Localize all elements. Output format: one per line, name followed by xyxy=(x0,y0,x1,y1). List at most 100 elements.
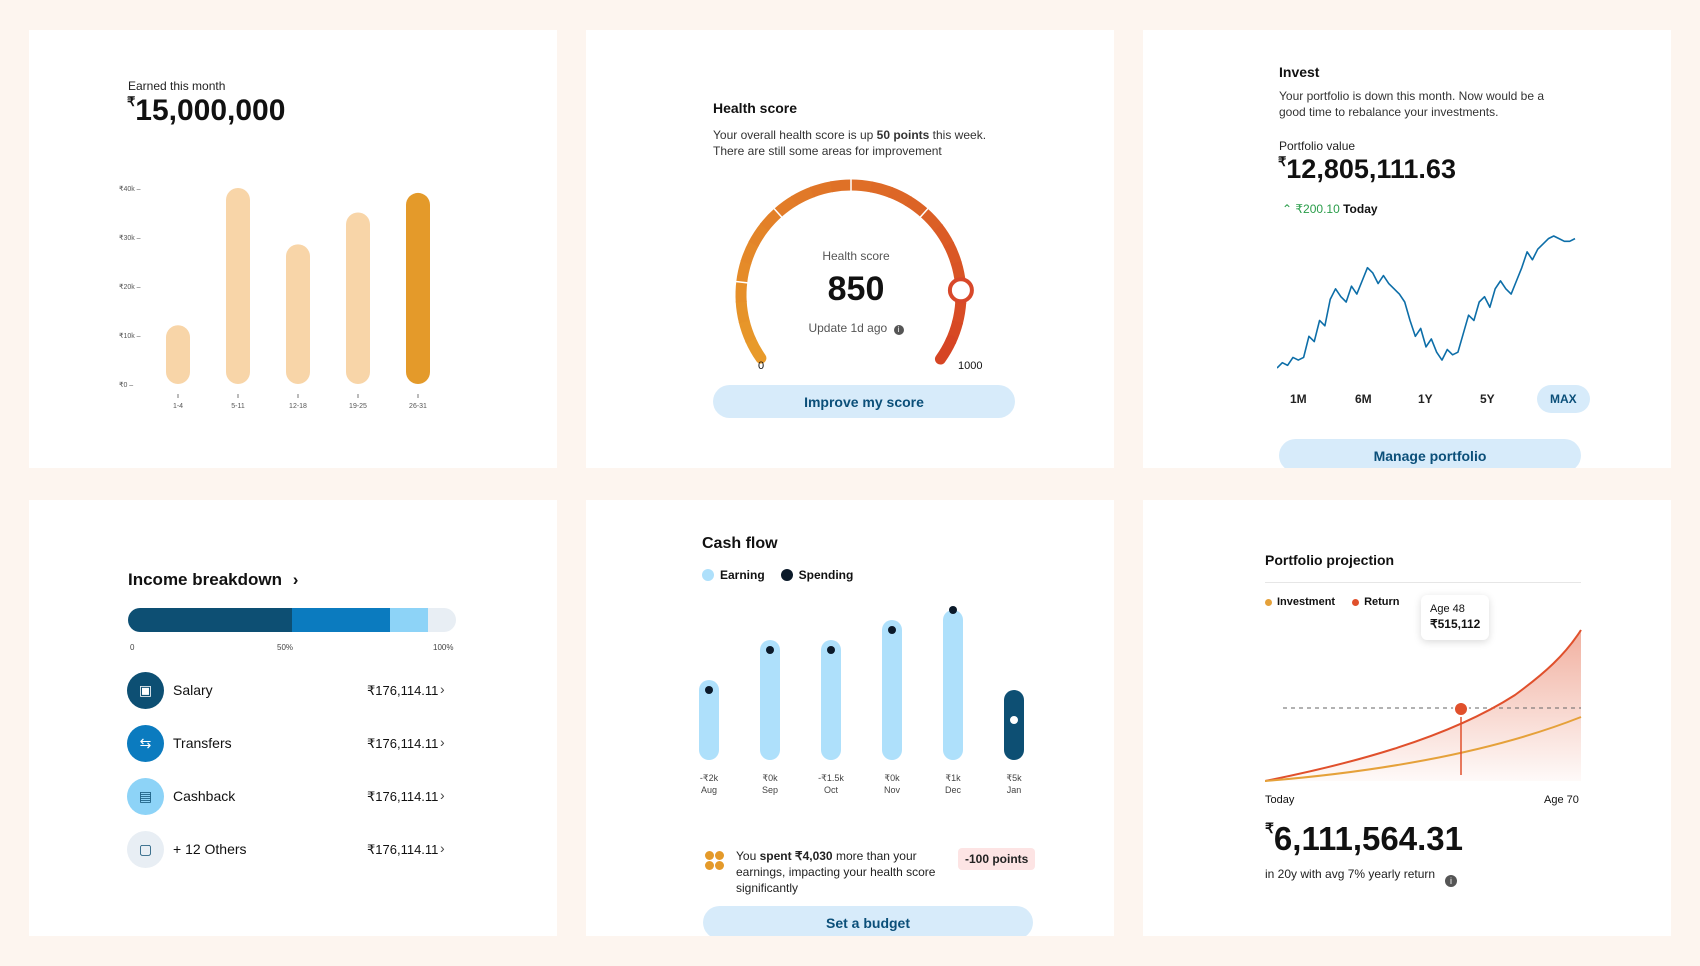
earnings-bar xyxy=(286,244,310,384)
portfolio-value-label: Portfolio value xyxy=(1279,139,1356,153)
return-legend-dot xyxy=(1352,598,1360,606)
scale-100: 100% xyxy=(433,643,454,652)
earned-label: Earned this month xyxy=(128,79,226,93)
change-period: Today xyxy=(1343,202,1378,216)
projection-caption: in 20y with avg 7% yearly return xyxy=(1265,867,1436,881)
health-desc-points: 50 points xyxy=(876,128,930,142)
info-icon[interactable]: i xyxy=(1445,875,1457,887)
bar-month-label: Aug xyxy=(701,785,717,795)
health-score-value: 850 xyxy=(827,270,885,308)
cash-flow-card: Cash flow Earning Spending -₹2k Aug ₹0k Sep… xyxy=(586,500,1114,936)
earned-amount: ₹15,000,000 xyxy=(127,94,285,128)
bar-month-label: Oct xyxy=(824,785,839,795)
portfolio-line xyxy=(1277,235,1576,369)
range-tab-1y[interactable]: 1Y xyxy=(1418,392,1433,406)
gauge-arc-segment xyxy=(735,300,750,324)
earnings-bar xyxy=(406,192,430,384)
cashflow-title: Cash flow xyxy=(702,535,778,552)
gauge-arc-segment xyxy=(748,223,770,247)
gauge-arc-segment xyxy=(744,334,767,364)
y-tick-label: ₹40k – xyxy=(119,185,141,193)
chevron-right-icon: › xyxy=(292,570,299,589)
bar-month-label: Jan xyxy=(1007,785,1022,795)
income-row-amount: ₹176,114.11 xyxy=(367,789,439,804)
up-caret-icon: ⌃ xyxy=(1282,202,1293,216)
earnings-bar xyxy=(166,325,190,384)
range-tab-5y[interactable]: 5Y xyxy=(1480,392,1495,406)
earnings-card: Earned this month ₹15,000,000 ₹40k – ₹30k… xyxy=(29,30,557,468)
range-tab-6m[interactable]: 6M xyxy=(1355,392,1372,406)
projection-legend: Investment Return xyxy=(1265,596,1400,608)
set-budget-button[interactable]: Set a budget xyxy=(703,906,1033,936)
gauge-knob xyxy=(947,277,974,304)
chevron-right-icon: › xyxy=(440,734,445,750)
health-desc-text-end: this week. There are still some areas fo… xyxy=(713,128,987,158)
scale-0: 0 xyxy=(130,643,135,652)
spending-dot xyxy=(827,646,835,654)
income-row[interactable]: ⇆ Transfers ₹176,114.11 › xyxy=(127,725,447,763)
gauge-arc-segment xyxy=(791,186,815,206)
invest-title: Invest xyxy=(1279,64,1320,80)
gauge-arc-segment xyxy=(920,208,943,232)
invest-description: Your portfolio is down this month. Now w… xyxy=(1279,89,1545,119)
improve-score-button[interactable]: Improve my score xyxy=(713,385,1015,418)
currency-symbol: ₹ xyxy=(1278,154,1287,169)
income-row-label: + 12 Others xyxy=(173,841,247,857)
income-stacked-bar xyxy=(128,608,456,632)
earning-bar xyxy=(821,640,841,760)
health-description: Your overall health score is up 50 point… xyxy=(713,127,1003,159)
income-row[interactable]: ▤ Cashback ₹176,114.11 › xyxy=(127,778,447,816)
gauge-divider xyxy=(773,207,783,218)
bar-segment-cashback xyxy=(390,608,429,632)
y-tick-label: ₹0 – xyxy=(119,381,133,389)
bar-value-label: -₹1.5k xyxy=(818,773,844,783)
gauge-divider xyxy=(735,280,748,284)
income-row[interactable]: ▢ + 12 Others ₹176,114.11 › xyxy=(127,831,447,869)
spending-dot xyxy=(1010,716,1018,724)
range-tab-max[interactable]: MAX xyxy=(1537,385,1590,413)
cashflow-legend: Earning Spending xyxy=(702,568,853,582)
gauge-divider xyxy=(919,207,929,218)
bar-segment-salary xyxy=(128,608,292,632)
change-amount: ₹200.10 xyxy=(1295,202,1340,216)
gauge-arc-segment xyxy=(774,195,798,218)
gauge-label: Health score xyxy=(822,249,890,263)
range-tab-1m[interactable]: 1M xyxy=(1290,392,1307,406)
spending-dot xyxy=(888,626,896,634)
y-tick-label: ₹10k – xyxy=(119,332,141,340)
earnings-bar-chart: ₹40k – ₹30k – ₹20k – ₹10k – ₹0 – 1-4 5-11 12-18… xyxy=(119,185,430,410)
income-row[interactable]: ▣ Salary ₹176,114.11 › xyxy=(127,672,447,710)
gauge-arc-segment xyxy=(759,207,783,231)
alert-text-bold: spent ₹4,030 xyxy=(759,849,833,863)
income-breakdown-link[interactable]: Income breakdown › xyxy=(128,570,298,590)
manage-portfolio-button[interactable]: Manage portfolio xyxy=(1279,439,1581,468)
y-tick-label: ₹20k – xyxy=(119,283,141,291)
alert-text-start: You xyxy=(736,849,760,863)
projection-title: Portfolio projection xyxy=(1265,552,1395,568)
y-tick-label: ₹30k – xyxy=(119,234,141,242)
age-marker xyxy=(1453,701,1469,717)
info-icon[interactable]: i xyxy=(893,325,904,335)
gauge-arc-segment xyxy=(809,181,834,198)
bar-value-label: ₹5k xyxy=(1006,773,1022,783)
alert-icon xyxy=(705,851,727,873)
spending-legend-dot xyxy=(780,569,793,581)
health-title: Health score xyxy=(713,100,798,116)
income-title: Income breakdown xyxy=(128,570,282,589)
chevron-right-icon: › xyxy=(440,681,445,697)
spending-alert-text: You spent ₹4,030 more than your earnings… xyxy=(736,848,946,896)
earning-bar xyxy=(699,680,719,760)
invest-card: Invest Your portfolio is down this month… xyxy=(1143,30,1671,468)
spending-dot xyxy=(949,606,957,614)
earnings-bar xyxy=(226,188,250,384)
chevron-right-icon: › xyxy=(440,787,445,803)
x-tick-label: 5-11 xyxy=(231,403,245,410)
portfolio-amount: 12,805,111.63 xyxy=(1286,154,1456,184)
gauge-arc-segment xyxy=(830,179,853,193)
investment-line xyxy=(1265,716,1582,782)
income-row-amount: ₹176,114.11 xyxy=(367,842,439,857)
bar-segment-transfers xyxy=(292,608,391,632)
currency-symbol: ₹ xyxy=(1265,820,1274,836)
portfolio-line-chart xyxy=(1277,235,1576,369)
income-row-amount: ₹176,114.11 xyxy=(367,683,439,698)
